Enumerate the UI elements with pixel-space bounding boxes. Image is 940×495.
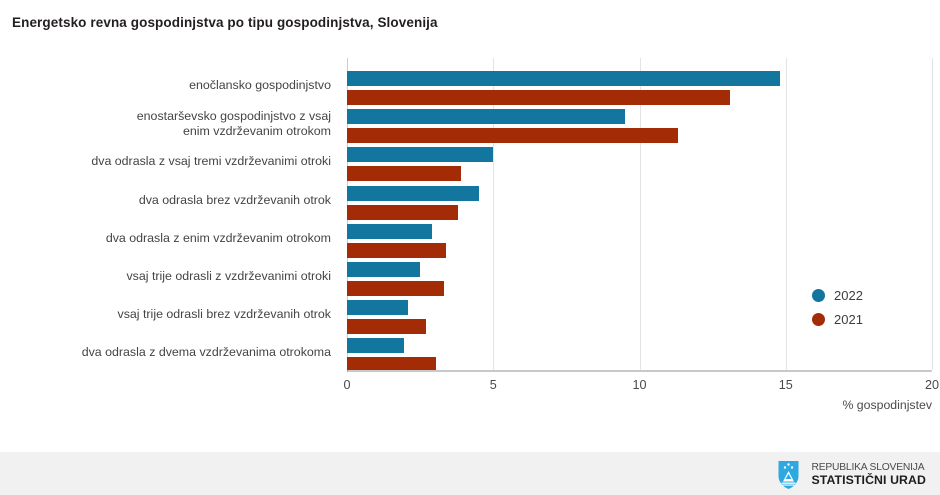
bar-group: [347, 300, 932, 335]
legend-item-2021[interactable]: 2021: [812, 307, 863, 331]
category-label: dva odrasla z enim vzdrževanim otrokom: [0, 231, 331, 246]
gridline: [493, 58, 495, 370]
bar-2021: [347, 166, 462, 182]
x-axis-ticks: 0 5 10 15 20: [343, 378, 939, 398]
bars-region: [347, 58, 933, 373]
footer-band: REPUBLIKA SLOVENIJA STATISTIČNI URAD: [0, 452, 940, 495]
category-label: enostarševsko gospodinjstvo z vsaj enim v…: [0, 109, 331, 139]
chart-plot-area: enočlansko gospodinjstvo enostarševsko go…: [0, 58, 940, 388]
footer-text-block: REPUBLIKA SLOVENIJA STATISTIČNI URAD: [811, 462, 926, 487]
slovenia-coat-of-arms-icon: [778, 461, 799, 489]
category-label: dva odrasla brez vzdrževanih otrok: [0, 193, 331, 208]
bar-2021: [347, 204, 459, 220]
legend-item-2022[interactable]: 2022: [812, 283, 863, 307]
y-axis-category-labels: enočlansko gospodinjstvo enostarševsko go…: [0, 58, 340, 370]
bar-2022: [347, 338, 405, 354]
legend-color-swatch: [812, 312, 825, 326]
category-label-line: dva odrasla z enim vzdrževanim otrokom: [105, 230, 331, 245]
bar-2022: [347, 147, 494, 163]
category-label-line: vsaj trije odrasli z vzdrževanimi otroki: [126, 269, 331, 283]
bar-2021: [347, 128, 678, 144]
category-label-line: dva odrasla z vsaj tremi vzdrževanimi ot…: [91, 154, 331, 169]
footer-organization-line-1: REPUBLIKA SLOVENIJA: [811, 462, 925, 474]
bar-group: [347, 185, 932, 220]
bar-2022: [347, 71, 780, 86]
x-tick-label: 0: [343, 378, 351, 392]
category-label-line: enim vzdrževanim otrokom: [182, 124, 331, 139]
category-label: enočlansko gospodinjstvo: [0, 78, 331, 93]
x-tick-label: 15: [778, 378, 793, 392]
footer-logo: REPUBLIKA SLOVENIJA STATISTIČNI URAD: [777, 460, 926, 490]
category-label: vsaj trije odrasli z vzdrževanimi otroki: [0, 269, 331, 284]
bar-2021: [347, 319, 426, 335]
category-label-line: dva odrasla brez vzdrževanih otrok: [138, 192, 331, 207]
bar-2022: [347, 185, 479, 201]
category-label-line: vsaj trije odrasli brez vzdrževanih otro…: [117, 307, 331, 322]
bar-group: [347, 262, 932, 296]
chart-legend: 2022 2021: [812, 283, 863, 331]
category-label-line: enočlansko gospodinjstvo: [189, 78, 331, 92]
gridline: [639, 58, 641, 370]
legend-color-swatch: [812, 288, 825, 302]
category-label: vsaj trije odrasli brez vzdrževanih otro…: [0, 307, 331, 322]
bar-group: [347, 71, 932, 105]
legend-label: 2022: [834, 287, 863, 303]
bar-2021: [347, 281, 444, 296]
bar-group: [347, 109, 932, 144]
bar-2022: [347, 262, 421, 277]
category-label-line: dva odrasla z dvema vzdrževanima otrokom…: [81, 345, 331, 360]
category-label: dva odrasla z vsaj tremi vzdrževanimi ot…: [0, 154, 331, 169]
bar-group: [347, 338, 932, 373]
gridline: [785, 58, 787, 370]
x-axis-label: % gospodinjstev: [842, 398, 932, 412]
bar-group: [347, 147, 932, 182]
category-label: dva odrasla z dvema vzdrževanima otrokom…: [0, 345, 331, 360]
legend-label: 2021: [834, 311, 863, 327]
bar-2022: [347, 300, 409, 316]
x-tick-label: 10: [632, 378, 647, 392]
page-title: Energetsko revna gospodinjstva po tipu g…: [12, 15, 438, 30]
gridline: [932, 58, 933, 370]
bar-2021: [347, 357, 437, 373]
bar-2021: [347, 90, 731, 105]
footer-organization-line-2: STATISTIČNI URAD: [811, 472, 926, 487]
x-tick-label: 20: [924, 378, 940, 392]
bar-2022: [347, 109, 625, 125]
bar-group: [347, 223, 932, 258]
x-axis-line: [347, 370, 932, 372]
bar-2021: [347, 242, 447, 258]
category-label-line: enostarševsko gospodinjstvo z vsaj: [136, 109, 331, 124]
bar-2022: [347, 223, 432, 239]
x-tick-label: 5: [489, 378, 497, 392]
